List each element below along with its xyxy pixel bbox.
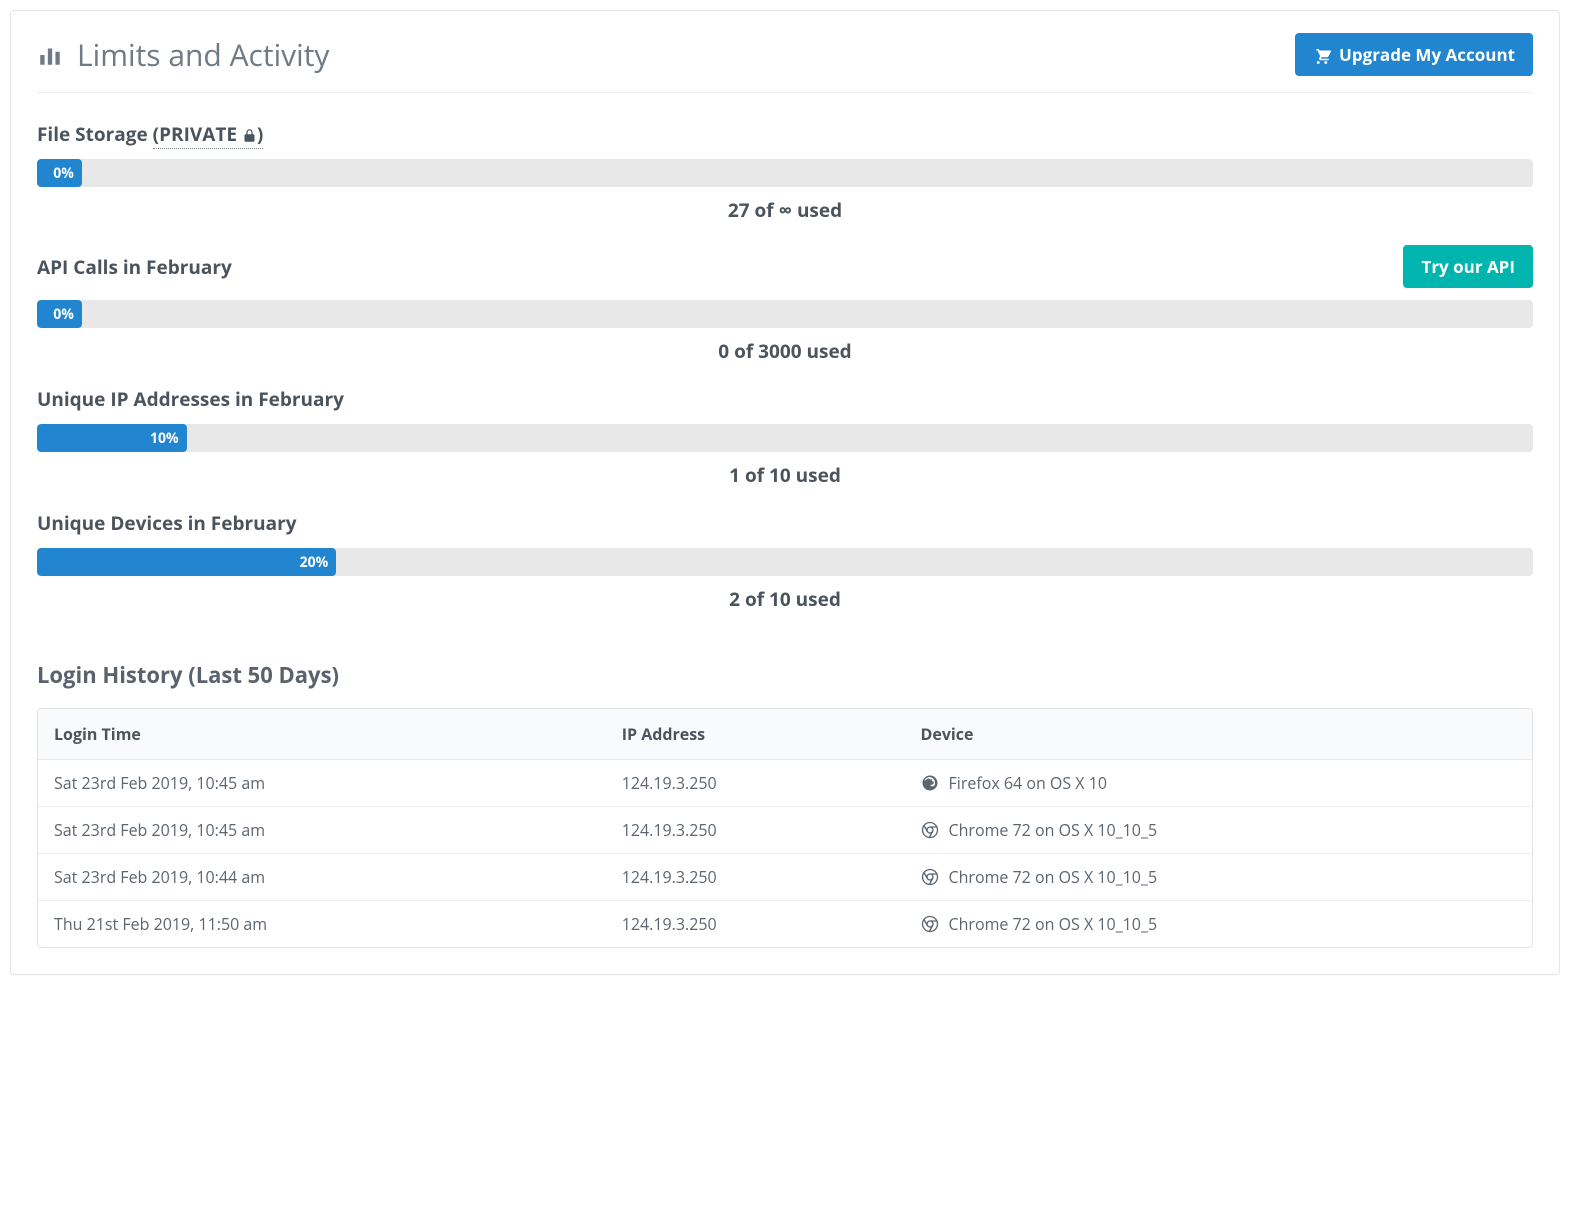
firefox-icon <box>921 774 939 792</box>
api-calls-progress: 0% <box>37 300 1533 328</box>
unique-devices-percent: 20% <box>300 553 329 572</box>
login-history-table: Login Time IP Address Device Sat 23rd Fe… <box>37 708 1533 948</box>
page-header: Limits and Activity Upgrade My Account <box>37 33 1533 93</box>
device-label: Chrome 72 on OS X 10_10_5 <box>949 866 1158 888</box>
col-ip-address: IP Address <box>606 709 905 760</box>
unique-ips-section: Unique IP Addresses in February 10% 1 of… <box>37 386 1533 488</box>
cell-ip: 124.19.3.250 <box>606 760 905 806</box>
table-row: Sat 23rd Feb 2019, 10:44 am124.19.3.250 C… <box>38 853 1532 900</box>
unique-devices-progress-fill: 20% <box>37 548 336 576</box>
cell-device: Firefox 64 on OS X 10 <box>905 760 1532 806</box>
device-label: Chrome 72 on OS X 10_10_5 <box>949 913 1158 935</box>
cell-ip: 124.19.3.250 <box>606 806 905 853</box>
private-suffix: ) <box>257 121 263 147</box>
private-label-text: (PRIVATE <box>153 121 242 147</box>
cell-ip: 124.19.3.250 <box>606 853 905 900</box>
unique-devices-section: Unique Devices in February 20% 2 of 10 u… <box>37 510 1533 612</box>
cart-icon <box>1313 46 1331 64</box>
login-history-title: Login History (Last 50 Days) <box>37 660 1533 690</box>
page-title-wrap: Limits and Activity <box>37 34 329 75</box>
bar-chart-icon <box>37 42 63 68</box>
api-calls-section: API Calls in February Try our API 0% 0 o… <box>37 245 1533 364</box>
file-storage-usage: 27 of ∞ used <box>37 197 1533 223</box>
unique-devices-progress: 20% <box>37 548 1533 576</box>
limits-activity-panel: Limits and Activity Upgrade My Account F… <box>10 10 1560 975</box>
cell-device: Chrome 72 on OS X 10_10_5 <box>905 853 1532 900</box>
unique-ips-usage: 1 of 10 used <box>37 462 1533 488</box>
try-api-button[interactable]: Try our API <box>1403 245 1533 288</box>
unique-devices-title: Unique Devices in February <box>37 510 297 536</box>
table-row: Sat 23rd Feb 2019, 10:45 am124.19.3.250 F… <box>38 760 1532 806</box>
unique-ips-percent: 10% <box>150 429 179 448</box>
file-storage-progress-fill: 0% <box>37 159 82 187</box>
cell-device: Chrome 72 on OS X 10_10_5 <box>905 900 1532 947</box>
file-storage-section: File Storage (PRIVATE ) 0% 27 of ∞ used <box>37 121 1533 223</box>
try-api-label: Try our API <box>1421 255 1515 278</box>
cell-login-time: Thu 21st Feb 2019, 11:50 am <box>38 900 606 947</box>
file-storage-title: File Storage (PRIVATE ) <box>37 121 263 147</box>
table-header-row: Login Time IP Address Device <box>38 709 1532 760</box>
chrome-icon <box>921 915 939 933</box>
device-label: Chrome 72 on OS X 10_10_5 <box>949 819 1158 841</box>
private-badge: (PRIVATE ) <box>153 121 264 149</box>
file-storage-progress: 0% <box>37 159 1533 187</box>
cell-login-time: Sat 23rd Feb 2019, 10:45 am <box>38 760 606 806</box>
cell-login-time: Sat 23rd Feb 2019, 10:45 am <box>38 806 606 853</box>
file-storage-title-text: File Storage <box>37 121 153 147</box>
unique-ips-progress-fill: 10% <box>37 424 187 452</box>
cell-login-time: Sat 23rd Feb 2019, 10:44 am <box>38 853 606 900</box>
chrome-icon <box>921 868 939 886</box>
unique-ips-title: Unique IP Addresses in February <box>37 386 344 412</box>
col-device: Device <box>905 709 1532 760</box>
col-login-time: Login Time <box>38 709 606 760</box>
unique-devices-usage: 2 of 10 used <box>37 586 1533 612</box>
api-calls-percent: 0% <box>53 305 74 324</box>
lock-icon <box>242 128 257 143</box>
api-calls-usage: 0 of 3000 used <box>37 338 1533 364</box>
api-calls-progress-fill: 0% <box>37 300 82 328</box>
upgrade-account-button[interactable]: Upgrade My Account <box>1295 33 1533 76</box>
page-title: Limits and Activity <box>77 34 329 75</box>
cell-device: Chrome 72 on OS X 10_10_5 <box>905 806 1532 853</box>
device-label: Firefox 64 on OS X 10 <box>949 772 1107 794</box>
upgrade-account-label: Upgrade My Account <box>1339 43 1515 66</box>
table-row: Thu 21st Feb 2019, 11:50 am124.19.3.250 C… <box>38 900 1532 947</box>
table-row: Sat 23rd Feb 2019, 10:45 am124.19.3.250 C… <box>38 806 1532 853</box>
unique-ips-progress: 10% <box>37 424 1533 452</box>
chrome-icon <box>921 821 939 839</box>
api-calls-title: API Calls in February <box>37 254 232 280</box>
file-storage-percent: 0% <box>53 164 74 183</box>
cell-ip: 124.19.3.250 <box>606 900 905 947</box>
